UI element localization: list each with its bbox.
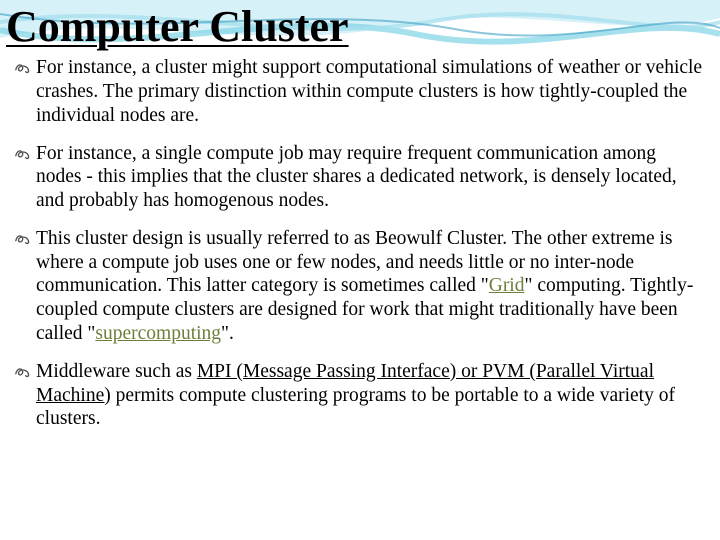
bullet-text: This cluster design is usually referred … bbox=[36, 227, 706, 346]
text-run: For instance, a cluster might support co… bbox=[36, 57, 702, 126]
text-run: For instance, a single compute job may r… bbox=[36, 143, 677, 212]
scribble-icon bbox=[14, 145, 32, 163]
bullet-item: Middleware such as MPI (Message Passing … bbox=[14, 360, 706, 431]
bullet-item: For instance, a cluster might support co… bbox=[14, 56, 706, 127]
link-text: Grid bbox=[489, 275, 525, 296]
bullet-item: This cluster design is usually referred … bbox=[14, 227, 706, 346]
page-title: Computer Cluster bbox=[6, 2, 349, 51]
text-run: permits compute clustering programs to b… bbox=[36, 385, 675, 430]
text-run: Middleware such as bbox=[36, 361, 197, 382]
bullet-text: Middleware such as MPI (Message Passing … bbox=[36, 360, 706, 431]
bullet-text: For instance, a single compute job may r… bbox=[36, 142, 706, 213]
bullet-text: For instance, a cluster might support co… bbox=[36, 56, 706, 127]
scribble-icon bbox=[14, 230, 32, 248]
bullet-item: For instance, a single compute job may r… bbox=[14, 142, 706, 213]
link-text: supercomputing bbox=[95, 323, 221, 344]
text-run: ". bbox=[221, 323, 234, 344]
slide-body: For instance, a cluster might support co… bbox=[0, 52, 720, 459]
scribble-icon bbox=[14, 59, 32, 77]
scribble-icon bbox=[14, 363, 32, 381]
